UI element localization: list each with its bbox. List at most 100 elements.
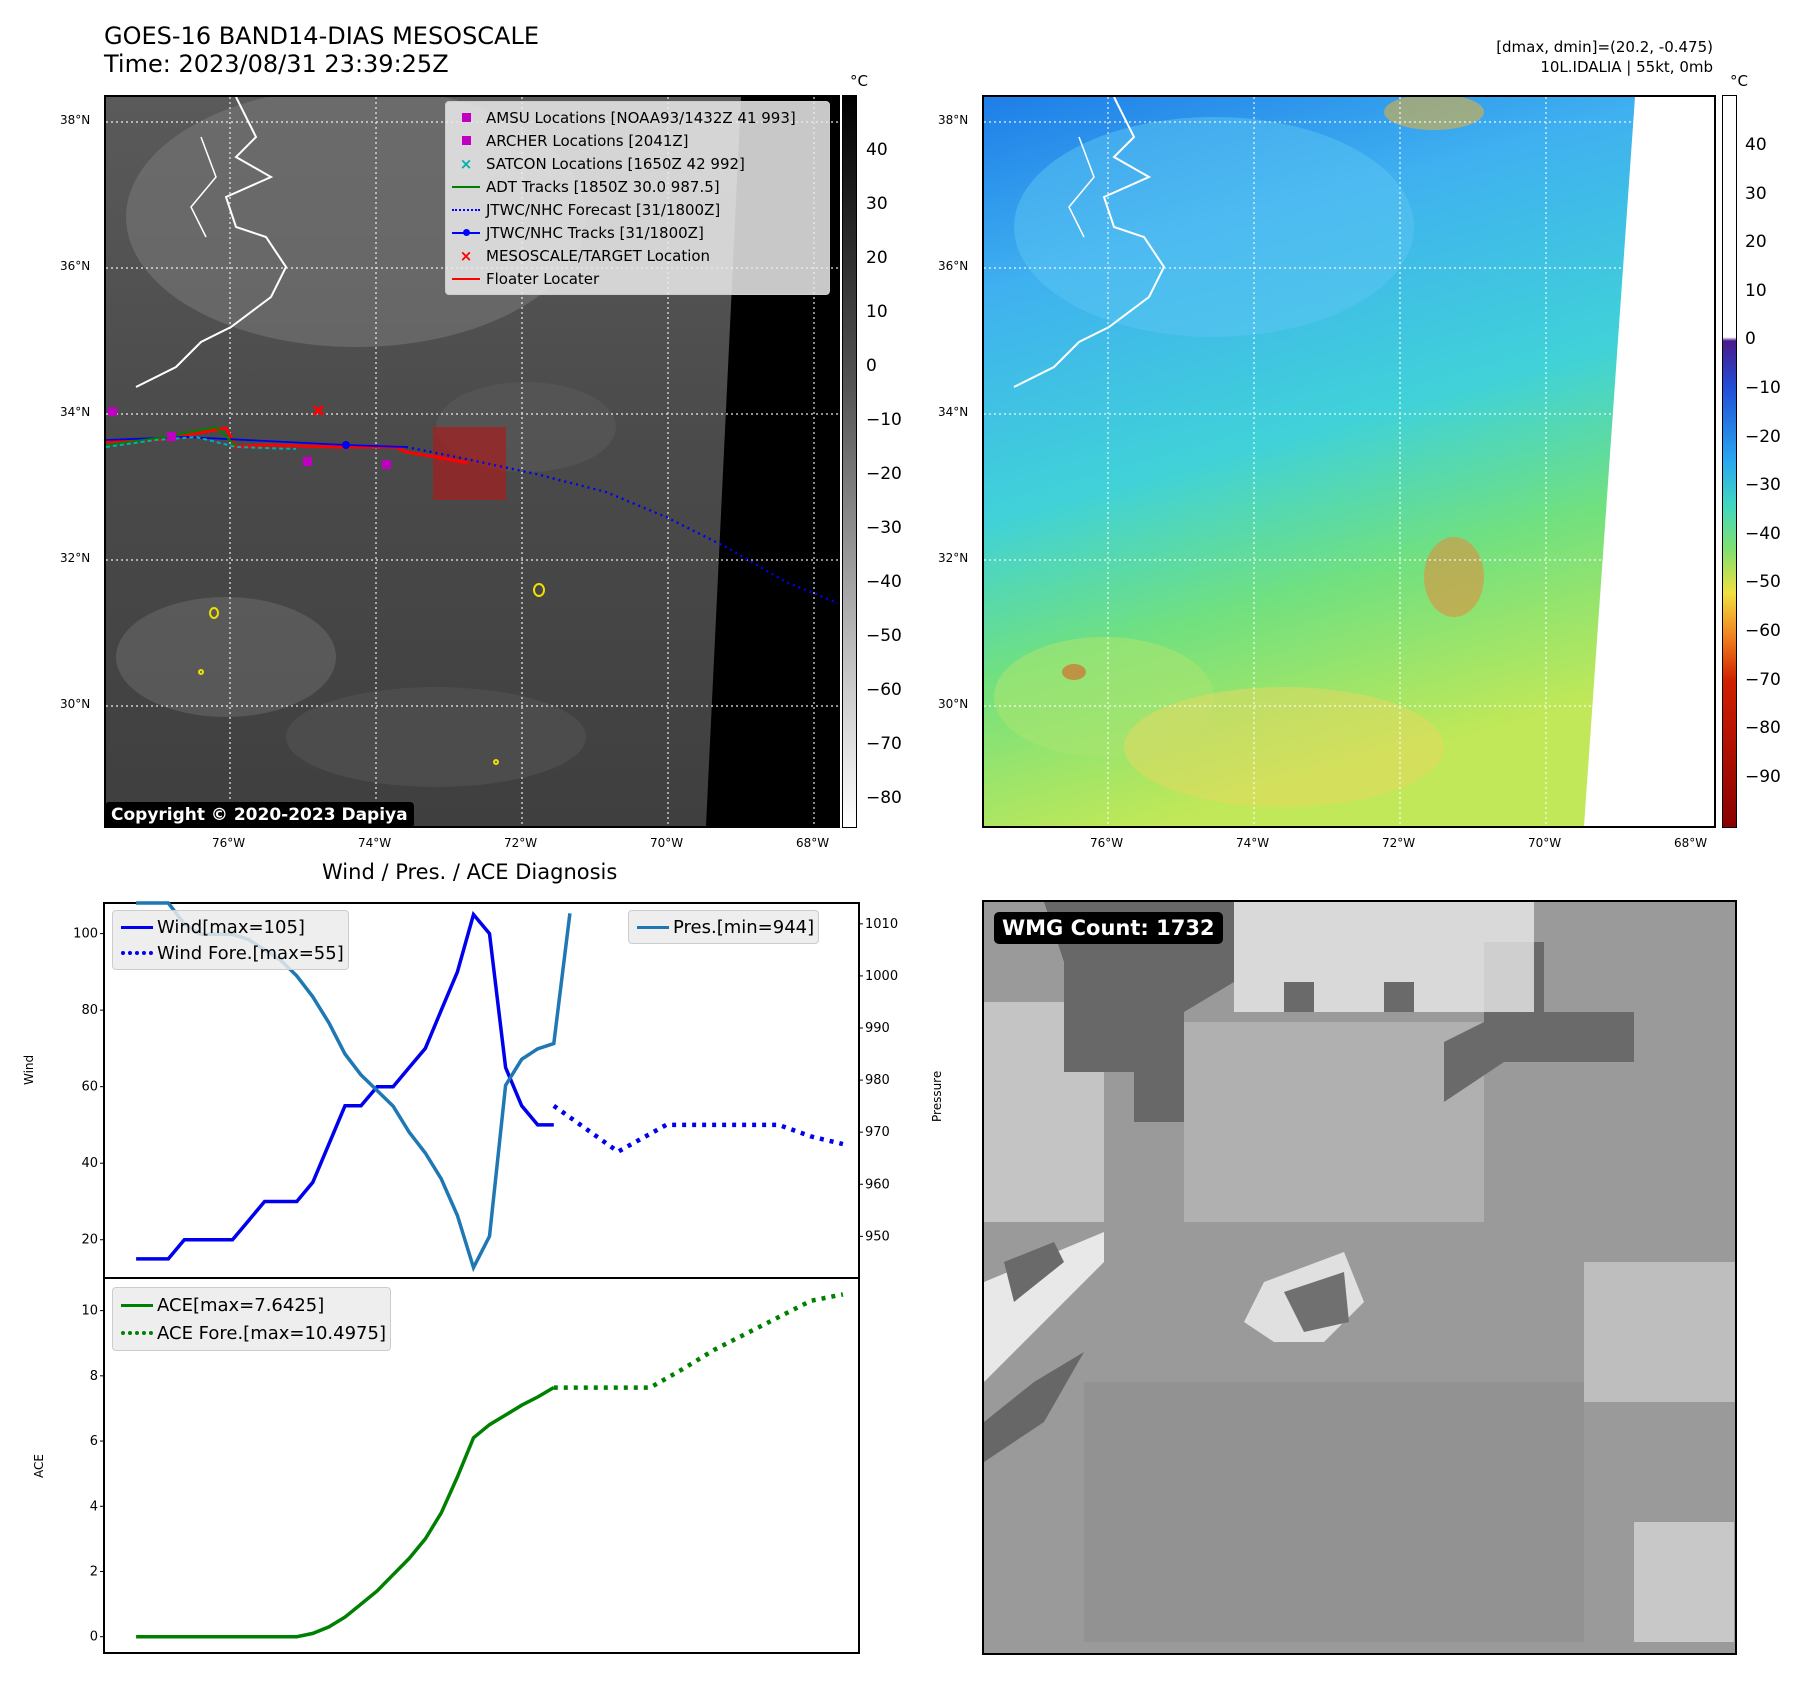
series-line-ace-fore- bbox=[553, 1292, 844, 1390]
colorbar-tick-label: −70 bbox=[866, 734, 902, 754]
legend-pres: Pres.[min=944] bbox=[673, 916, 815, 938]
legend-ace: ACE[max=7.6425] bbox=[157, 1294, 325, 1316]
colorbar-tick-label: 40 bbox=[1745, 135, 1767, 155]
lat-label: 32°N bbox=[938, 551, 969, 565]
wmg-panel bbox=[982, 900, 1737, 1655]
line-icon bbox=[452, 277, 480, 280]
lon-label: 74°W bbox=[1236, 836, 1270, 850]
legend-mesoscale: MESOSCALE/TARGET Location bbox=[486, 246, 711, 265]
colorbar-tick-label: −40 bbox=[866, 572, 902, 592]
wind-tick-label: 100 bbox=[73, 927, 98, 942]
enhanced-colorbar bbox=[1722, 95, 1737, 828]
colorbar-tick-label: −80 bbox=[866, 788, 902, 808]
ace-tick-label: 6 bbox=[90, 1434, 98, 1449]
enhanced-map-panel bbox=[982, 95, 1716, 828]
map-legend: AMSU Locations [NOAA93/1432Z 41 993] ARC… bbox=[445, 101, 830, 295]
series-line-wind bbox=[136, 910, 554, 1261]
colorbar-tick-label: −30 bbox=[1745, 475, 1781, 496]
ace-tick-label: 0 bbox=[90, 1630, 98, 1645]
pressure-tick-label: 960 bbox=[865, 1177, 890, 1192]
x-marker-icon: × bbox=[459, 154, 473, 173]
colorbar-tick-label: −20 bbox=[866, 464, 902, 484]
ace-axis-label: ACE bbox=[32, 1454, 46, 1478]
colorbar-tick-label: −50 bbox=[866, 626, 902, 646]
wind-legend: Wind[max=105] Wind Fore.[max=55] bbox=[112, 910, 349, 970]
pressure-tick-label: 1000 bbox=[865, 969, 898, 984]
grayscale-colorbar bbox=[842, 95, 857, 828]
legend-wind: Wind[max=105] bbox=[157, 916, 305, 938]
pressure-tick-label: 980 bbox=[865, 1073, 890, 1088]
legend-forecast: JTWC/NHC Forecast [31/1800Z] bbox=[486, 200, 721, 219]
pressure-tick-label: 1010 bbox=[865, 917, 898, 932]
square-marker-icon bbox=[461, 136, 471, 145]
legend-wind-fore: Wind Fore.[max=55] bbox=[157, 942, 344, 964]
ace-legend: ACE[max=7.6425] ACE Fore.[max=10.4975] bbox=[112, 1287, 391, 1351]
series-line-ace bbox=[136, 1385, 555, 1639]
lat-label: 36°N bbox=[60, 259, 91, 273]
figure-title: GOES-16 BAND14-DIAS MESOSCALE bbox=[104, 22, 540, 50]
dmax-dmin-label: [dmax, dmin]=(20.2, -0.475) bbox=[1496, 38, 1713, 56]
colorbar-tick-label: 10 bbox=[1745, 280, 1767, 301]
wind-tick-label: 60 bbox=[81, 1080, 98, 1095]
line-icon bbox=[452, 185, 480, 188]
colorbar-tick-label: −50 bbox=[1745, 572, 1781, 593]
dotted-line-icon bbox=[452, 208, 480, 211]
legend-amsu: AMSU Locations [NOAA93/1432Z 41 993] bbox=[486, 108, 796, 127]
ace-tick-label: 10 bbox=[81, 1304, 98, 1319]
legend-adt: ADT Tracks [1850Z 30.0 987.5] bbox=[486, 177, 720, 196]
series-line-wind-fore- bbox=[552, 1103, 844, 1155]
lon-label: 76°W bbox=[212, 836, 246, 850]
colorbar-unit: °C bbox=[1730, 72, 1748, 90]
colorbar-tick-label: 20 bbox=[1745, 232, 1767, 253]
colorbar-tick-label: 0 bbox=[1745, 329, 1756, 350]
lon-label: 72°W bbox=[1382, 836, 1416, 850]
wind-axis-label: Wind bbox=[22, 1054, 36, 1085]
enhanced-map-svg bbox=[984, 97, 1714, 826]
lat-label: 30°N bbox=[60, 697, 91, 711]
figure-time: Time: 2023/08/31 23:39:25Z bbox=[104, 50, 449, 78]
colorbar-tick-label: 10 bbox=[866, 302, 888, 322]
lat-label: 34°N bbox=[938, 405, 969, 419]
lat-label: 34°N bbox=[60, 405, 91, 419]
colorbar-tick-label: −70 bbox=[1745, 669, 1781, 690]
colorbar-tick-label: 20 bbox=[866, 248, 888, 268]
line-icon bbox=[121, 1303, 153, 1307]
colorbar-tick-label: −10 bbox=[866, 410, 902, 430]
ace-tick-label: 8 bbox=[90, 1369, 98, 1384]
ace-tick-label: 2 bbox=[90, 1564, 98, 1579]
lon-label: 68°W bbox=[796, 836, 830, 850]
lat-label: 30°N bbox=[938, 697, 969, 711]
legend-archer: ARCHER Locations [2041Z] bbox=[486, 131, 689, 150]
lon-label: 70°W bbox=[1528, 836, 1562, 850]
colorbar-unit: °C bbox=[850, 72, 868, 90]
lon-label: 68°W bbox=[1674, 836, 1708, 850]
lon-label: 74°W bbox=[358, 836, 392, 850]
x-marker-icon: × bbox=[459, 246, 473, 265]
wind-tick-label: 40 bbox=[81, 1156, 98, 1171]
legend-satcon: SATCON Locations [1650Z 42 992] bbox=[486, 154, 745, 173]
diagnosis-chart: 1008060402010101000990980970960950108642… bbox=[73, 901, 898, 1654]
pressure-tick-label: 950 bbox=[865, 1229, 890, 1244]
colorbar-tick-label: 40 bbox=[866, 140, 888, 160]
colorbar-tick-label: −60 bbox=[866, 680, 902, 700]
colorbar-tick-label: −60 bbox=[1745, 621, 1781, 641]
target-box bbox=[433, 427, 506, 500]
diagnosis-title: Wind / Pres. / ACE Diagnosis bbox=[322, 860, 618, 884]
wmg-svg bbox=[984, 902, 1735, 1653]
storm-label: 10L.IDALIA | 55kt, 0mb bbox=[1540, 58, 1713, 76]
colorbar-tick-label: −40 bbox=[1745, 523, 1781, 544]
lat-label: 38°N bbox=[60, 113, 91, 127]
square-marker-icon bbox=[461, 113, 471, 122]
pressure-tick-label: 990 bbox=[865, 1021, 890, 1036]
legend-floater: Floater Locater bbox=[486, 269, 600, 288]
dotted-line-icon bbox=[121, 951, 153, 955]
colorbar-tick-label: 0 bbox=[866, 356, 877, 376]
colorbar-tick-label: 30 bbox=[1745, 183, 1767, 204]
line-icon bbox=[121, 925, 153, 929]
pressure-tick-label: 970 bbox=[865, 1125, 890, 1140]
pressure-legend: Pres.[min=944] bbox=[628, 910, 820, 944]
wind-tick-label: 20 bbox=[81, 1233, 98, 1248]
wmg-count-badge: WMG Count: 1732 bbox=[994, 912, 1223, 944]
colorbar-tick-label: −30 bbox=[866, 518, 902, 538]
pressure-axis-label: Pressure bbox=[930, 1070, 944, 1122]
